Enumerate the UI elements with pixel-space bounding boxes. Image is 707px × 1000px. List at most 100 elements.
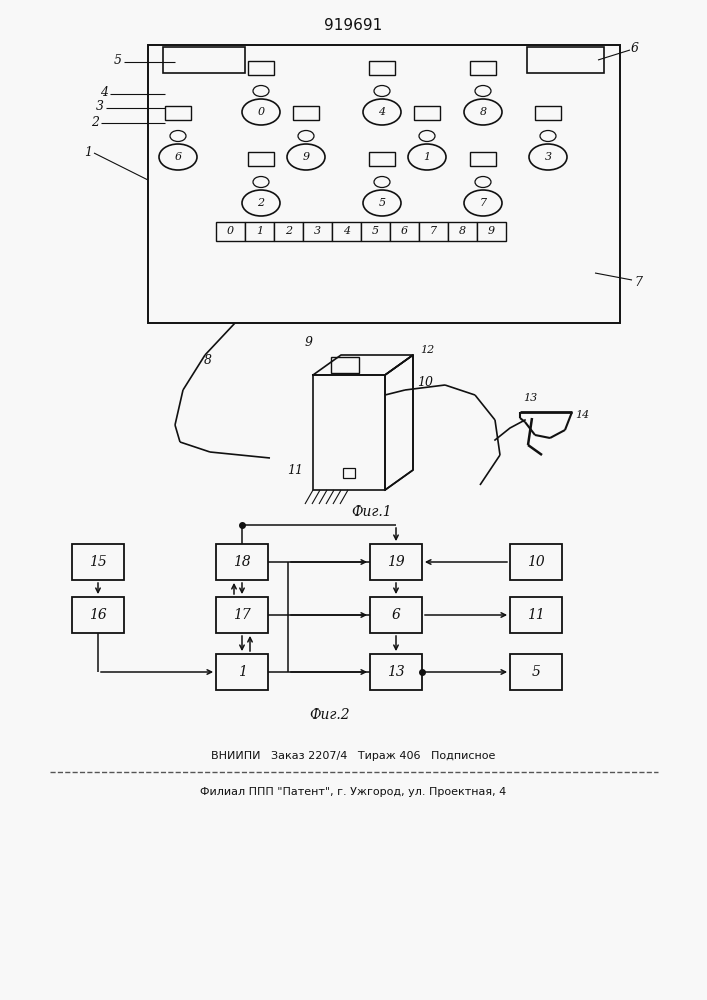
Text: 1: 1 [84, 146, 92, 159]
Text: 9: 9 [488, 226, 495, 236]
Ellipse shape [374, 86, 390, 97]
Text: 8: 8 [459, 226, 466, 236]
Text: 6: 6 [401, 226, 408, 236]
Text: 11: 11 [527, 608, 545, 622]
Text: 10: 10 [527, 555, 545, 569]
Bar [293, 106, 319, 120]
Bar [332, 222, 361, 240]
Bar [216, 222, 245, 240]
Bar [343, 468, 355, 478]
Text: 13: 13 [387, 665, 405, 679]
Ellipse shape [363, 99, 401, 125]
Text: 18: 18 [233, 555, 251, 569]
Ellipse shape [464, 99, 502, 125]
Bar [303, 222, 332, 240]
Text: 7: 7 [634, 275, 642, 288]
Text: 6: 6 [392, 608, 400, 622]
Text: 11: 11 [287, 464, 303, 477]
Ellipse shape [464, 190, 502, 216]
Ellipse shape [253, 176, 269, 188]
Bar [369, 61, 395, 75]
Bar [165, 106, 191, 120]
Ellipse shape [298, 130, 314, 141]
Bar [163, 47, 245, 73]
Text: 5: 5 [378, 198, 385, 208]
Text: 17: 17 [233, 608, 251, 622]
Bar [248, 61, 274, 75]
Text: 7: 7 [479, 198, 486, 208]
Text: 0: 0 [227, 226, 234, 236]
Bar [419, 222, 448, 240]
Text: 4: 4 [100, 87, 108, 100]
Text: 5: 5 [532, 665, 540, 679]
Text: 13: 13 [523, 393, 537, 403]
Text: 5: 5 [372, 226, 379, 236]
Text: 3: 3 [96, 101, 104, 113]
Bar [216, 654, 268, 690]
Ellipse shape [475, 176, 491, 188]
Bar [527, 47, 604, 73]
Bar [510, 654, 562, 690]
Text: 0: 0 [257, 107, 264, 117]
Text: 4: 4 [378, 107, 385, 117]
Bar [369, 152, 395, 166]
Bar [248, 152, 274, 166]
Text: 4: 4 [343, 226, 350, 236]
Bar [414, 106, 440, 120]
Text: 3: 3 [544, 152, 551, 162]
Text: Фиг.2: Фиг.2 [310, 708, 350, 722]
Text: Филиал ППП "Патент", г. Ужгород, ул. Проектная, 4: Филиал ППП "Патент", г. Ужгород, ул. Про… [200, 787, 506, 797]
Text: 5: 5 [114, 53, 122, 66]
Bar [361, 222, 390, 240]
Ellipse shape [170, 130, 186, 141]
Bar [148, 45, 620, 323]
Text: 1: 1 [256, 226, 263, 236]
Text: 12: 12 [420, 345, 434, 355]
Text: 8: 8 [204, 354, 212, 366]
Bar [535, 106, 561, 120]
Ellipse shape [159, 144, 197, 170]
Ellipse shape [363, 190, 401, 216]
Bar [72, 597, 124, 633]
Bar [448, 222, 477, 240]
Bar [216, 597, 268, 633]
Ellipse shape [242, 99, 280, 125]
Text: 19: 19 [387, 555, 405, 569]
Bar [510, 544, 562, 580]
Bar [313, 375, 385, 490]
Text: 6: 6 [631, 41, 639, 54]
Bar [470, 61, 496, 75]
Text: 6: 6 [175, 152, 182, 162]
Bar [274, 222, 303, 240]
Ellipse shape [529, 144, 567, 170]
Ellipse shape [287, 144, 325, 170]
Ellipse shape [475, 86, 491, 97]
Text: 9: 9 [305, 336, 313, 350]
Text: 2: 2 [257, 198, 264, 208]
Text: 2: 2 [285, 226, 292, 236]
Text: 10: 10 [417, 376, 433, 389]
Text: 15: 15 [89, 555, 107, 569]
Ellipse shape [253, 86, 269, 97]
Bar [370, 654, 422, 690]
Bar [477, 222, 506, 240]
Text: 9: 9 [303, 152, 310, 162]
Bar [390, 222, 419, 240]
Bar [331, 357, 358, 373]
Bar [245, 222, 274, 240]
Text: ВНИИПИ   Заказ 2207/4   Тираж 406   Подписное: ВНИИПИ Заказ 2207/4 Тираж 406 Подписное [211, 751, 495, 761]
Text: 14: 14 [575, 410, 589, 420]
Text: 16: 16 [89, 608, 107, 622]
Bar [216, 544, 268, 580]
Text: 1: 1 [238, 665, 247, 679]
Text: 8: 8 [479, 107, 486, 117]
Ellipse shape [408, 144, 446, 170]
Bar [370, 544, 422, 580]
Text: 2: 2 [91, 115, 99, 128]
Text: 3: 3 [314, 226, 321, 236]
Ellipse shape [419, 130, 435, 141]
Bar [510, 597, 562, 633]
Text: 7: 7 [430, 226, 437, 236]
Bar [470, 152, 496, 166]
Ellipse shape [374, 176, 390, 188]
